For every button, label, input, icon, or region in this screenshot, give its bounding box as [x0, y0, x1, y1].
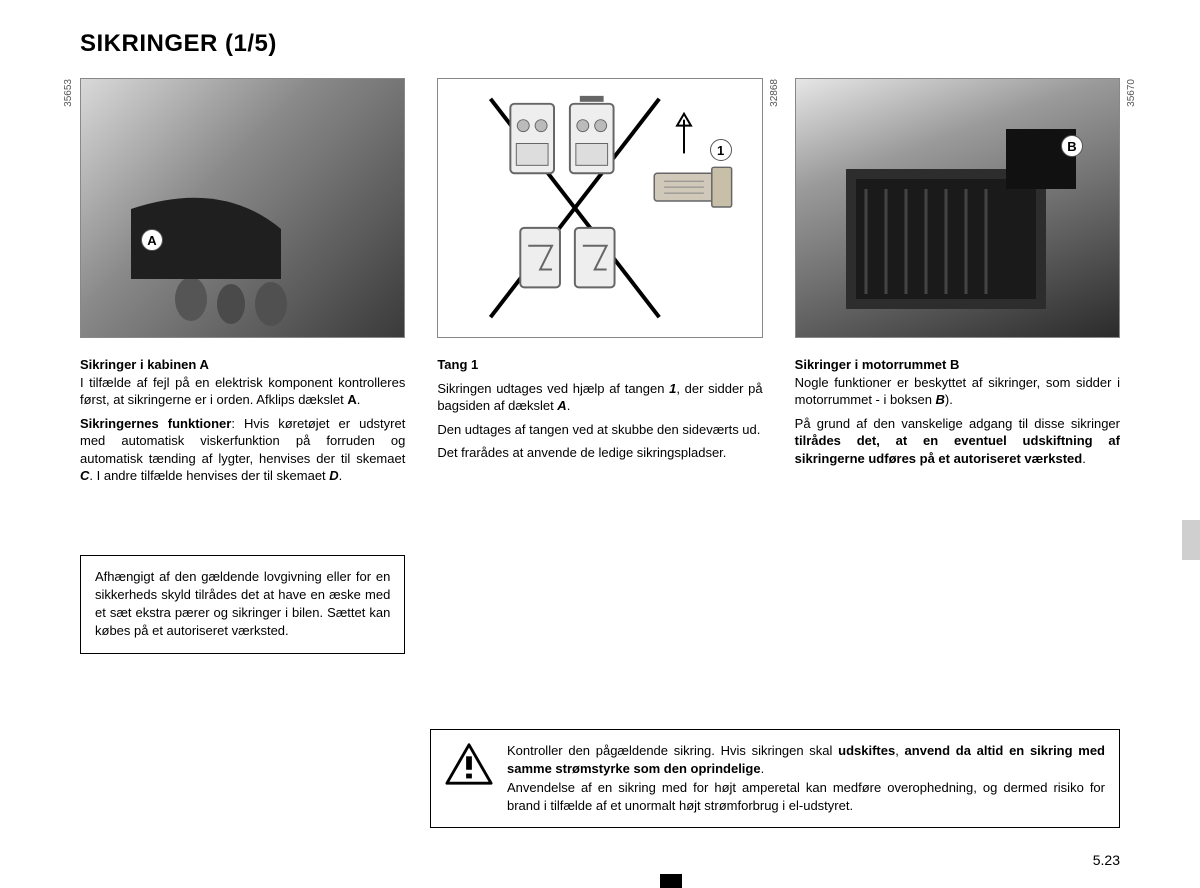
warn-p1b: udskiftes: [838, 743, 895, 758]
figure-fuse-diagram: 32868 1: [437, 78, 762, 338]
col3-p2a: På grund af den vanskelige adgang til di…: [795, 416, 1120, 431]
title-sub: (1/5): [225, 30, 277, 57]
col3-p2c: .: [1082, 451, 1086, 466]
warning-icon: [445, 742, 493, 786]
manual-page: SIKRINGER (1/5) 35653 A Sikringer i kabi…: [0, 0, 1200, 888]
label-a: A: [141, 229, 163, 251]
warn-p2: Anvendelse af en sikring med for højt am…: [507, 779, 1105, 815]
title-main: SIKRINGER: [80, 30, 218, 57]
col1-p2-b3: D: [329, 468, 338, 483]
crop-mark: [660, 874, 682, 888]
warning-box: Kontroller den pågældende sikring. Hvis …: [430, 729, 1120, 828]
thumb-tab: [1182, 520, 1200, 560]
col3-p1c: ).: [945, 392, 953, 407]
warn-p1c: ,: [895, 743, 904, 758]
figure-engine-fuses: 35670 B: [795, 78, 1120, 338]
col3-heading: Sikringer i motorrummet B: [795, 357, 960, 372]
col2-p1e: .: [567, 398, 571, 413]
col2-p1d: A: [557, 398, 566, 413]
warn-p1e: .: [761, 761, 765, 776]
note-text: Afhængigt af den gældende lovgivning ell…: [95, 569, 390, 639]
page-number: 5.23: [1093, 852, 1120, 868]
column-1: 35653 A Sikringer i kabinen A I tilfælde…: [80, 78, 405, 654]
col1-text: Sikringer i kabinen A I tilfælde af fejl…: [80, 356, 405, 485]
figure-id-mid: 32868: [769, 79, 780, 107]
warn-p1a: Kontroller den pågældende sikring. Hvis …: [507, 743, 838, 758]
note-box: Afhængigt af den gældende lovgivning ell…: [80, 555, 405, 654]
col1-p2-end: .: [339, 468, 343, 483]
page-title: SIKRINGER (1/5): [80, 30, 1120, 58]
col3-text: Sikringer i motorrummet B Nogle funktion…: [795, 356, 1120, 467]
col2-p1a: Sikringen udtages ved hjælp af tangen: [437, 381, 669, 396]
col2-heading: Tang 1: [437, 357, 478, 372]
col3-p1b: B: [936, 392, 945, 407]
col2-text: Tang 1 Sikringen udtages ved hjælp af ta…: [437, 356, 762, 462]
warning-text: Kontroller den pågældende sikring. Hvis …: [507, 742, 1105, 815]
col1-p1-end: .: [357, 392, 361, 407]
col1-p2-b2: C: [80, 468, 89, 483]
figure-id-left: 35653: [63, 79, 74, 107]
col3-p2b: tilrådes det, at en eventuel udskiftning…: [795, 433, 1120, 466]
col1-p2-mid: . I andre tilfælde henvises der til skem…: [89, 468, 329, 483]
column-2: 32868 1: [437, 78, 762, 654]
content-columns: 35653 A Sikringer i kabinen A I tilfælde…: [80, 78, 1120, 654]
col1-p2-bold: Sikringernes funktioner: [80, 416, 231, 431]
fuse-diagram-svg: [438, 79, 761, 337]
col2-p3: Det frarådes at anvende de ledige sikrin…: [437, 444, 762, 462]
engine-photo-svg: [796, 79, 1119, 337]
col3-p1a: Nogle funktioner er beskyttet af sikring…: [795, 375, 1120, 408]
column-3: 35670 B: [795, 78, 1120, 654]
col1-heading: Sikringer i kabinen A: [80, 357, 209, 372]
col2-p2: Den udtages af tangen ved at skubbe den …: [437, 421, 762, 439]
figure-cabin-fuses: 35653 A: [80, 78, 405, 338]
cabin-photo-svg: [81, 79, 404, 337]
label-b: B: [1061, 135, 1083, 157]
figure-id-right: 35670: [1126, 79, 1137, 107]
col1-p1-bold: A: [347, 392, 356, 407]
label-1: 1: [710, 139, 732, 161]
